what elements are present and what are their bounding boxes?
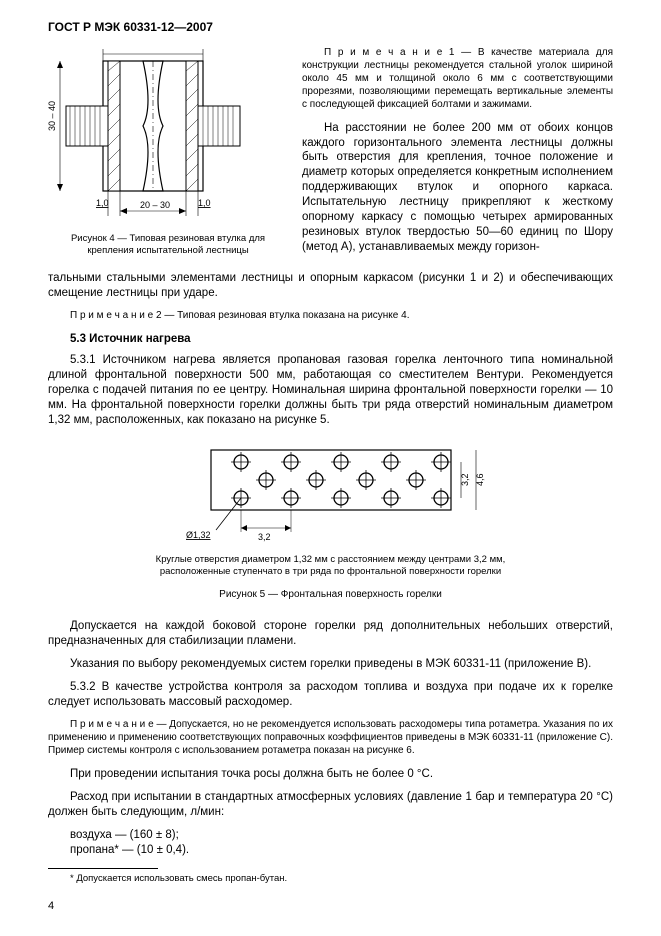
note1: П р и м е ч а н и е 1 — В качестве матер… [302,46,613,111]
figure4-side-text: П р и м е ч а н и е 1 — В качестве матер… [302,46,613,263]
fig5-diameter: Ø1,32 [186,530,211,540]
page-number: 4 [48,899,613,913]
para-after-fig5-2: Указания по выбору рекомендуемых систем … [48,657,613,672]
dim-height: 30 – 40 [48,101,57,131]
figure4-caption: Рисунок 4 — Типовая резиновая втулка для… [48,233,288,258]
fig5-v1: 3,2 [460,473,470,486]
fig5-hspacing: 3,2 [258,532,271,542]
para-right: На расстоянии не более 200 мм от обоих к… [302,121,613,255]
para-dewpoint: При проведении испытания точка росы долж… [48,767,613,782]
figure4-and-text-row: 30 – 40 20 – 30 1,0 1,0 Рисунок 4 — Типо… [48,46,613,263]
dim-side-right: 1,0 [198,198,211,208]
flow-air: воздуха — (160 ± 8); [70,828,613,843]
para-continuation: тальными стальными элементами лестницы и… [48,271,613,301]
footnote-separator [48,868,158,869]
para-5-3-1: 5.3.1 Источником нагрева является пропан… [48,353,613,428]
note3: П р и м е ч а н и е — Допускается, но не… [48,718,613,757]
figure4-diagram: 30 – 40 20 – 30 1,0 1,0 [48,46,288,226]
figure4-container: 30 – 40 20 – 30 1,0 1,0 Рисунок 4 — Типо… [48,46,288,263]
flow-propane: пропана* — (10 ± 0,4). [70,843,613,858]
dim-width: 20 – 30 [140,200,170,210]
figure5-diagram: Ø1,32 3,2 3,2 4,6 [156,440,506,550]
para-5-3-2: 5.3.2 В качестве устройства контроля за … [48,680,613,710]
para-after-fig5-1: Допускается на каждой боковой стороне го… [48,619,613,649]
figure5-subcaption: Круглые отверстия диаметром 1,32 мм с ра… [48,554,613,579]
dim-side-left: 1,0 [96,198,109,208]
fig5-v2: 4,6 [475,473,485,486]
figure5-container: Ø1,32 3,2 3,2 4,6 Круглые отверстия диам… [48,440,613,602]
footnote: * Допускается использовать смесь пропан-… [48,873,613,885]
figure5-title: Рисунок 5 — Фронтальная поверхность горе… [48,588,613,601]
para-flow-intro: Расход при испытании в стандартных атмос… [48,790,613,820]
note2: П р и м е ч а н и е 2 — Типовая резинова… [48,309,613,322]
document-standard-header: ГОСТ Р МЭК 60331-12—2007 [48,20,613,36]
heading-5-3: 5.3 Источник нагрева [70,332,613,347]
